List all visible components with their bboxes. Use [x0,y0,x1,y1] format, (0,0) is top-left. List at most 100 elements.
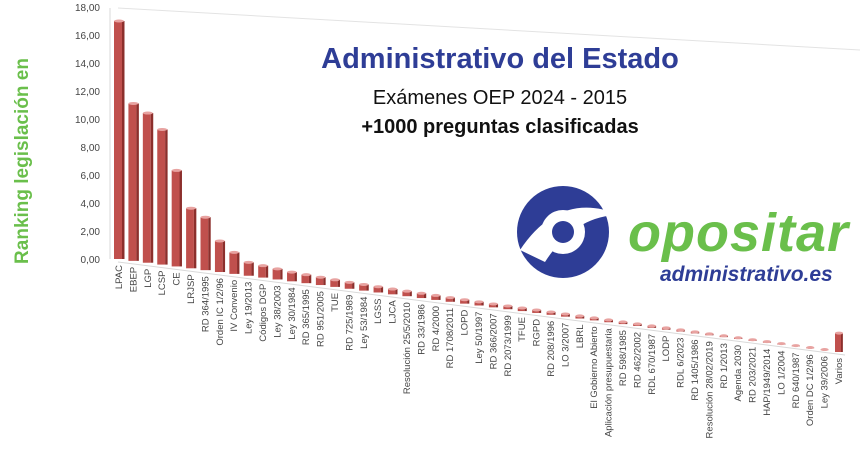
bar [114,21,122,259]
x-tick-label: LCSP [157,271,168,296]
bar [344,282,353,289]
bar-top [503,304,513,308]
y-tick-label: 14,00 [75,59,100,70]
bar-side [452,297,455,302]
bar [416,293,424,299]
bar [142,113,151,263]
bar-top [387,287,398,291]
x-tick-label: RD 725/1989 [344,295,355,351]
bar-top [618,320,628,324]
bar-top [460,298,470,302]
x-tick-label: RD 598/1985 [618,330,629,386]
y-tick-label: 12,00 [75,87,100,98]
bar-side [423,293,427,299]
x-tick-label: Ley 30/1984 [287,287,298,339]
bar-side [654,325,657,328]
x-tick-label: Ley 19/2013 [244,282,255,334]
y-tick-label: 16,00 [75,31,100,42]
bar [387,289,396,295]
bar-top [128,101,139,105]
bar [214,240,223,273]
x-tick-label: LGSS [373,298,384,323]
x-tick-label: Ley 50/1997 [474,312,485,364]
bar-top [647,324,657,328]
bar-top [157,127,168,131]
bar-top [748,338,757,342]
bar-top [517,306,527,310]
bar-side [136,103,139,261]
bar [402,291,410,297]
x-tick-label: RD 203/2021 [748,347,759,403]
bar-side [539,309,542,313]
bar-top [287,270,297,274]
x-tick-label: LO 1/2004 [776,351,787,395]
x-tick-label: RD 208/1996 [546,321,557,377]
bar-top [243,260,254,264]
bar-side [165,129,168,265]
bar-top [344,280,355,284]
bar-top [835,331,843,335]
bar-side [380,286,384,293]
x-tick-label: Ley 38/2003 [272,285,283,337]
bar-side [553,311,556,315]
bar [532,309,540,313]
bar-side [122,21,125,259]
bar-side [352,282,355,289]
bar-top [258,264,268,268]
bar-top [546,310,556,314]
bar-top [431,293,441,297]
bar-side [222,240,226,273]
y-tick-label: 8,00 [81,143,101,154]
x-tick-label: LPAC [114,265,125,289]
x-tick-label: TFUE [517,317,528,342]
bar-top [820,348,829,352]
bar-top [488,302,498,306]
bar-top [214,239,225,243]
x-tick-label: TUE [330,293,341,312]
bar-side [208,217,211,271]
bar-top [445,296,455,300]
chart-subtitle: Exámenes OEP 2024 - 2015 [372,87,628,109]
x-tick-label: El Gobierno Abierto [589,326,600,408]
bar-side [193,208,197,269]
bar [128,103,137,261]
bar-side [524,307,527,312]
x-tick-label: RD 2073/1999 [503,315,514,376]
bar [445,297,453,302]
bar-side [841,333,843,352]
bar-side [237,252,240,274]
bar [431,295,439,300]
bar-side [467,299,470,304]
bar [287,272,295,282]
bar [359,284,367,291]
x-tick-label: RD 951/2005 [316,291,327,347]
logo-domain: administrativo.es [660,263,833,286]
bar-top [359,282,369,286]
x-tick-label: Agenda 2030 [733,345,744,402]
bar-top [719,334,728,338]
bar-side [582,315,585,319]
bar-top [114,19,124,23]
bar [229,252,238,274]
bar [503,305,511,310]
bar [157,129,166,265]
bar-top [200,215,211,219]
bar [171,170,180,267]
bar-top [806,346,815,350]
x-tick-label: RD 1708/2011 [445,308,456,369]
x-tick-label: RD 364/1995 [200,276,211,332]
bar [258,265,266,278]
y-tick-label: 0,00 [81,255,101,266]
bar-top [532,308,542,312]
x-tick-label: RD 462/2002 [632,332,643,388]
bar [488,303,496,308]
x-tick-label: Aplicación presupuestaria [604,328,615,438]
x-tick-label: Resolución 25/5/2010 [402,302,413,394]
x-tick-label: RD 1405/1986 [690,339,701,400]
bar-top [373,285,383,289]
bar-top [272,267,283,271]
bar-top [705,332,714,336]
bar [835,333,841,352]
